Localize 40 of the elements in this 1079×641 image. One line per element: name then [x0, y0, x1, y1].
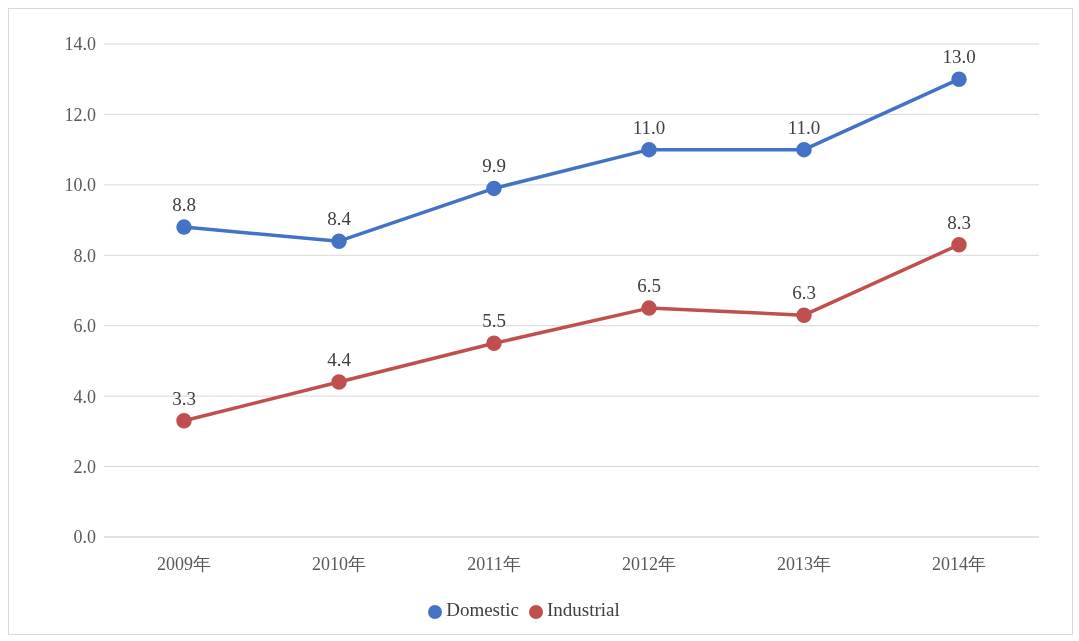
point — [486, 335, 502, 352]
y-tick-label: 12.0 — [64, 104, 96, 125]
y-tick-label: 2.0 — [73, 456, 96, 477]
point — [951, 71, 967, 87]
x-tick-label: 2010年 — [312, 553, 366, 574]
data-label: 8.3 — [947, 211, 971, 233]
data-label: 5.5 — [482, 310, 506, 332]
y-tick-label: 6.0 — [73, 316, 96, 337]
y-tick-label: 8.0 — [73, 245, 96, 266]
data-label: 8.8 — [172, 194, 196, 216]
x-tick-label: 2009年 — [157, 553, 211, 574]
point — [641, 300, 657, 316]
point — [796, 141, 812, 158]
data-label: 11.0 — [632, 116, 666, 138]
data-label: 9.9 — [482, 155, 506, 177]
legend-label: Domestic — [446, 599, 519, 620]
y-tick-label: 14.0 — [64, 34, 96, 55]
x-tick-label: 2013年 — [777, 553, 831, 574]
data-label: 8.4 — [327, 208, 352, 230]
x-tick-label: 2014年 — [932, 553, 986, 574]
point — [331, 374, 347, 390]
data-label: 6.5 — [637, 275, 661, 297]
y-tick-label: 4.0 — [73, 386, 96, 407]
point — [176, 219, 192, 235]
data-label: 11.0 — [787, 116, 821, 138]
point — [486, 180, 502, 197]
x-tick-label: 2011年 — [467, 553, 521, 574]
point — [951, 236, 967, 253]
data-label: 4.4 — [327, 349, 352, 371]
data-label: 3.3 — [172, 387, 196, 409]
data-label: 6.3 — [792, 282, 816, 304]
x-tick-label: 2012年 — [622, 553, 676, 574]
legend-label: Industrial — [547, 599, 620, 620]
point — [796, 307, 812, 323]
point — [641, 141, 657, 158]
y-tick-label: 0.0 — [73, 527, 96, 548]
y-tick-label: 10.0 — [64, 175, 96, 196]
point — [331, 233, 347, 249]
data-label: 13.0 — [942, 46, 976, 68]
point — [176, 413, 192, 429]
